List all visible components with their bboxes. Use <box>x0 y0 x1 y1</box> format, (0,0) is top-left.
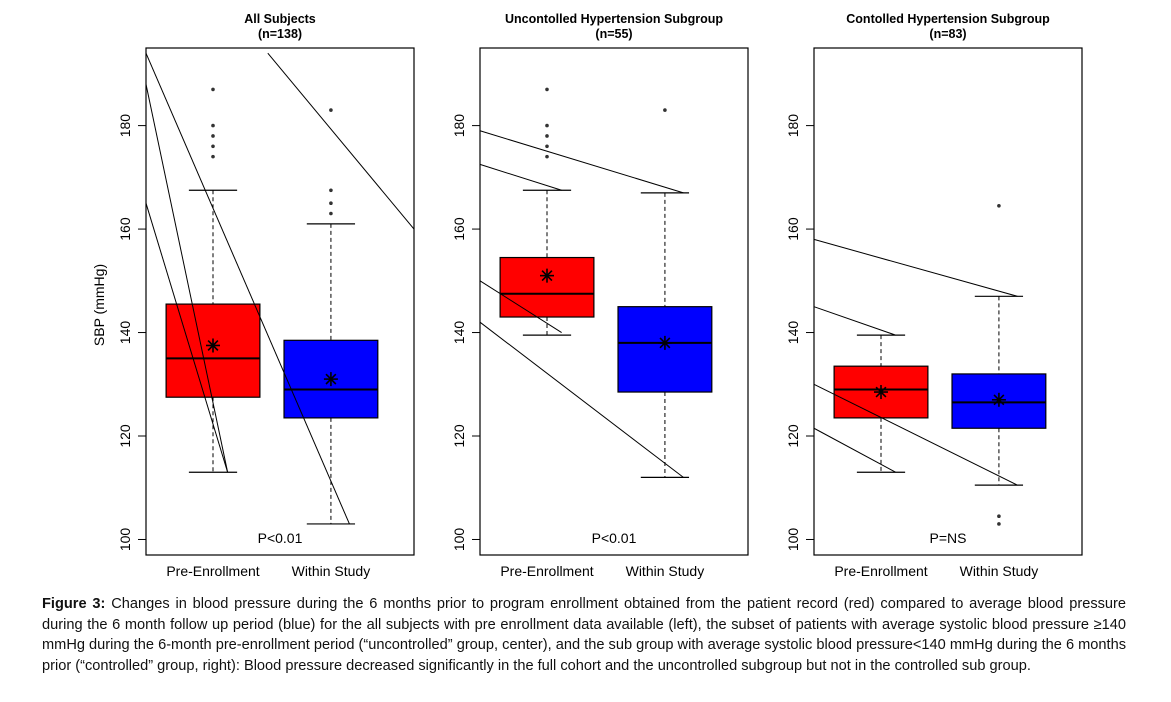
trend-line <box>145 84 229 473</box>
panel-subtitle: (n=83) <box>929 27 966 41</box>
y-tick-label: 120 <box>117 424 133 448</box>
y-tick-label: 160 <box>785 217 801 241</box>
trend-line <box>479 321 684 478</box>
box-pre-enrollment <box>499 256 595 318</box>
x-category-label: Pre-Enrollment <box>166 563 259 579</box>
caption-text: Changes in blood pressure during the 6 m… <box>42 596 1127 674</box>
mean-marker-stroke <box>325 373 337 385</box>
outlier-point <box>211 154 215 159</box>
x-category-label: Within Study <box>960 563 1039 579</box>
y-tick-label: 180 <box>785 114 801 138</box>
outlier-point <box>211 123 215 128</box>
outlier-point <box>663 108 667 112</box>
y-tick-label: 100 <box>785 528 801 552</box>
panel-subtitle: (n=55) <box>595 27 632 41</box>
y-tick-label: 140 <box>785 321 801 345</box>
trend-line <box>145 52 350 525</box>
figure-boxplots: SBP (mmHg) All Subjects(n=138) 100 120 140 1… <box>91 12 1083 579</box>
outlier-point <box>211 134 215 138</box>
outlier-point <box>329 108 333 112</box>
y-axis-label: SBP (mmHg) <box>91 264 107 346</box>
box-within-study <box>617 306 713 393</box>
panel-3: Contolled Hypertension Subgroup(n=83) 100… <box>785 12 1083 579</box>
trend-line <box>145 203 229 473</box>
trend-line <box>813 427 896 473</box>
outlier-point <box>997 514 1001 518</box>
significance-label: P<0.01 <box>592 530 637 546</box>
mean-marker <box>323 372 338 387</box>
x-category-label: Within Study <box>626 563 705 579</box>
mean-marker <box>540 268 554 283</box>
x-category-label: Within Study <box>292 563 371 579</box>
outlier-point <box>545 123 549 128</box>
mean-marker-stroke <box>659 337 671 349</box>
panel-1: All Subjects(n=138) 100 120 140 160 180 P<0.01… <box>117 12 415 579</box>
y-tick-label: 140 <box>117 321 133 345</box>
outlier-point <box>997 522 1001 526</box>
y-tick-label: 120 <box>451 424 467 448</box>
mean-marker <box>874 385 888 400</box>
caption-label: Figure 3: <box>42 596 106 612</box>
figure-caption: Figure 3: Changes in blood pressure duri… <box>42 594 1126 676</box>
trend-line <box>267 52 415 230</box>
outlier-point <box>329 188 333 193</box>
panel-title: All Subjects <box>244 12 316 26</box>
trend-line <box>813 306 896 336</box>
trend-line <box>813 238 1018 297</box>
plot-frame <box>813 47 1083 556</box>
significance-label: P<0.01 <box>258 530 303 546</box>
panel-title: Uncontolled Hypertension Subgroup <box>505 12 723 26</box>
y-tick-label: 100 <box>451 528 467 552</box>
y-tick-label: 140 <box>451 321 467 345</box>
y-tick-label: 100 <box>117 528 133 552</box>
panel-2: Uncontolled Hypertension Subgroup(n=55) 1… <box>451 12 749 579</box>
trend-line <box>479 163 562 191</box>
x-category-label: Pre-Enrollment <box>834 563 927 579</box>
mean-marker <box>991 392 1006 407</box>
plot-frame <box>145 47 415 556</box>
panel-title: Contolled Hypertension Subgroup <box>846 12 1050 26</box>
y-tick-label: 160 <box>117 217 133 241</box>
plot-frame <box>479 47 749 556</box>
outlier-point <box>545 154 549 159</box>
outlier-point <box>997 203 1001 208</box>
outlier-point <box>211 144 215 149</box>
mean-marker-stroke <box>541 270 553 282</box>
outlier-point <box>329 211 333 216</box>
y-tick-label: 180 <box>451 114 467 138</box>
mean-marker-stroke <box>875 386 887 398</box>
outlier-point <box>329 201 333 206</box>
mean-marker-stroke <box>207 340 219 351</box>
y-tick-label: 160 <box>451 217 467 241</box>
mean-marker <box>657 335 672 350</box>
y-tick-label: 120 <box>785 424 801 448</box>
outlier-point <box>545 134 549 138</box>
outlier-point <box>545 87 549 92</box>
outlier-point <box>545 144 549 149</box>
trend-line <box>479 130 684 194</box>
mean-marker <box>206 338 220 353</box>
x-category-label: Pre-Enrollment <box>500 563 593 579</box>
y-tick-label: 180 <box>117 114 133 138</box>
outlier-point <box>211 87 215 92</box>
mean-marker-stroke <box>993 394 1005 406</box>
significance-label: P=NS <box>930 530 967 546</box>
panel-subtitle: (n=138) <box>258 27 302 41</box>
trend-line <box>479 280 562 333</box>
trend-line <box>813 383 1018 486</box>
